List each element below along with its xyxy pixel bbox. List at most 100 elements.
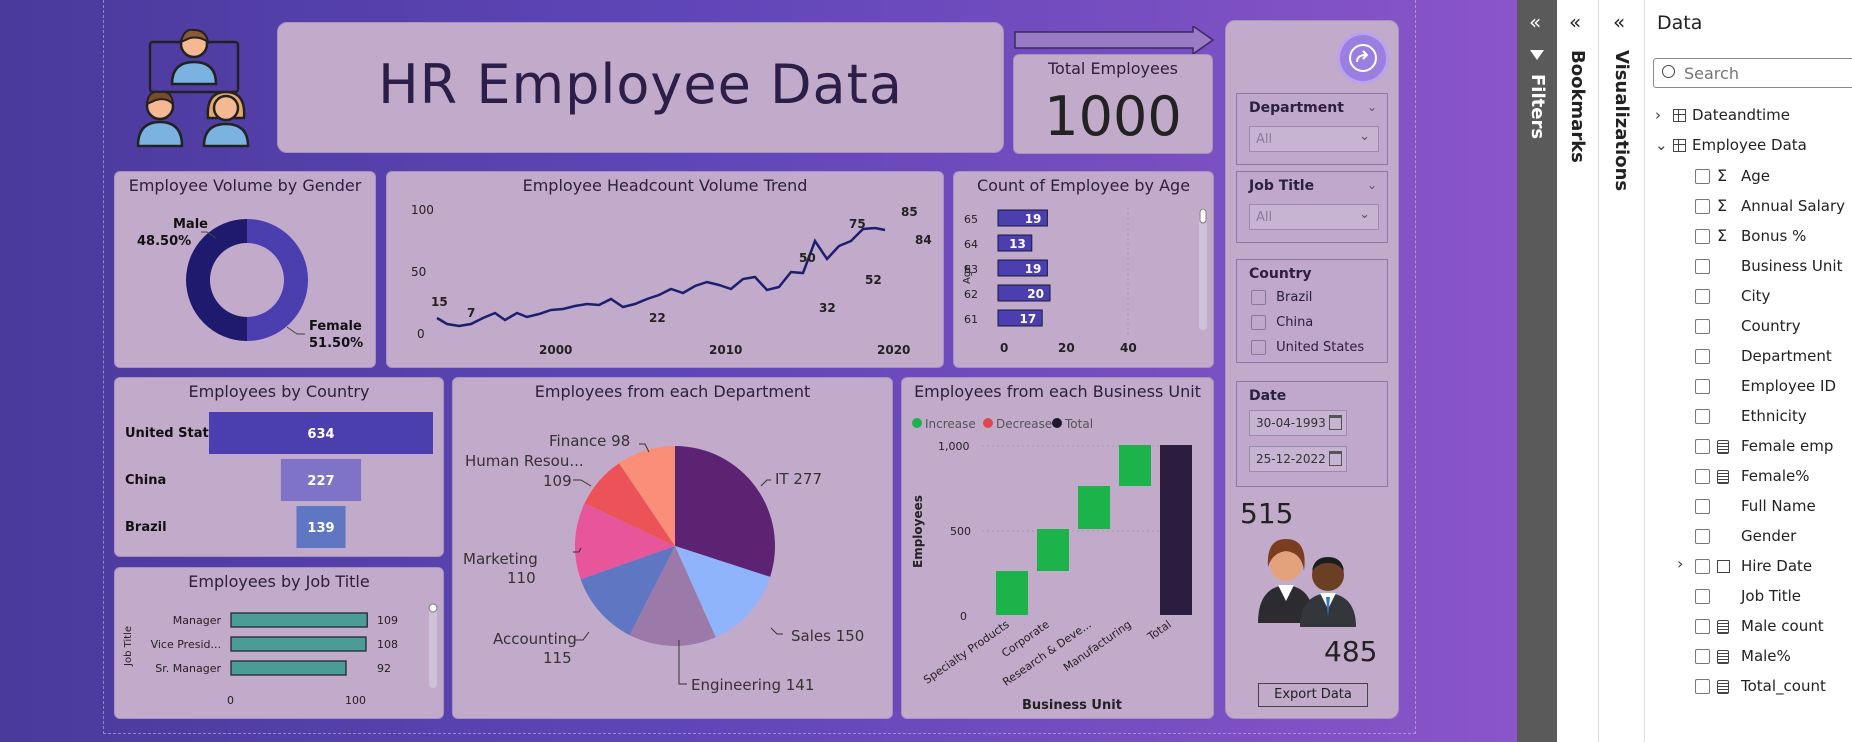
field-item[interactable]: Male% <box>1645 646 1852 670</box>
pie-slice-finance[interactable] <box>619 446 675 546</box>
date-slicer[interactable]: Date 30-04-1993 25-12-2022 <box>1236 381 1388 487</box>
age-bar[interactable] <box>997 309 1043 327</box>
collapse-icon[interactable]: « <box>1569 10 1582 34</box>
field-item[interactable]: Country <box>1645 316 1852 340</box>
country-option-china[interactable]: China <box>1251 315 1313 330</box>
checkbox[interactable] <box>1695 229 1710 244</box>
bookmarks-label[interactable]: Bookmarks <box>1567 50 1588 163</box>
department-chart-card[interactable]: Employees from each Department Finance 9… <box>452 377 893 719</box>
visualizations-label[interactable]: Visualizations <box>1611 50 1632 192</box>
checkbox[interactable] <box>1251 315 1266 330</box>
export-data-button[interactable]: Export Data <box>1258 683 1368 707</box>
job-title-bar[interactable] <box>230 636 367 652</box>
headcount-trend-card[interactable]: Employee Headcount Volume Trend 100 50 0… <box>386 171 944 368</box>
age-chart-card[interactable]: Count of Employee by Age Age 0 20 40 65 1… <box>953 171 1214 368</box>
age-bar[interactable] <box>997 209 1048 227</box>
country-bar[interactable] <box>209 412 433 454</box>
chevron-right-icon[interactable]: › <box>1655 106 1661 124</box>
field-item[interactable]: Full Name <box>1645 496 1852 520</box>
job-title-dropdown[interactable]: All ⌄ <box>1249 204 1379 230</box>
field-item[interactable]: Gender <box>1645 526 1852 550</box>
checkbox[interactable] <box>1251 340 1266 355</box>
pie-slice-it[interactable] <box>675 446 775 577</box>
bar-manufacturing[interactable] <box>1119 445 1151 486</box>
chevron-right-icon[interactable]: › <box>1677 554 1684 573</box>
navigate-button[interactable] <box>1340 35 1386 81</box>
pie-slice-accounting[interactable] <box>580 546 675 636</box>
checkbox[interactable] <box>1695 619 1710 634</box>
field-item[interactable]: › Hire Date <box>1645 554 1852 580</box>
checkbox[interactable] <box>1695 409 1710 424</box>
search-input[interactable] <box>1682 63 1846 84</box>
age-scrollbar-thumb[interactable] <box>1199 208 1207 224</box>
checkbox[interactable] <box>1695 199 1710 214</box>
job-scrollbar-thumb[interactable] <box>428 603 438 613</box>
gender-chart-card[interactable]: Employee Volume by Gender Male 48.50% Fe… <box>114 171 376 368</box>
donut-slice-female[interactable] <box>247 219 309 341</box>
checkbox[interactable] <box>1695 529 1710 544</box>
job-title-bar[interactable] <box>230 660 347 676</box>
country-option-brazil[interactable]: Brazil <box>1251 290 1312 305</box>
checkbox[interactable] <box>1695 169 1710 184</box>
department-dropdown[interactable]: All ⌄ <box>1249 126 1379 152</box>
country-slicer[interactable]: Country Brazil China United States <box>1236 259 1388 363</box>
field-item[interactable]: Σ Bonus % <box>1645 226 1852 250</box>
date-start-input[interactable]: 30-04-1993 <box>1249 410 1347 436</box>
checkbox[interactable] <box>1695 469 1710 484</box>
collapse-icon[interactable]: « <box>1613 10 1626 34</box>
calendar-icon[interactable] <box>1329 451 1342 466</box>
business-unit-chart-card[interactable]: Employees from each Business Unit Increa… <box>901 377 1214 719</box>
age-scrollbar[interactable] <box>1199 208 1207 330</box>
legend-decrease-label[interactable]: Decrease <box>996 417 1052 431</box>
filters-label[interactable]: Filters <box>1527 74 1548 140</box>
country-bar[interactable] <box>280 459 362 501</box>
date-end-input[interactable]: 25-12-2022 <box>1249 446 1347 472</box>
age-bar[interactable] <box>997 284 1051 302</box>
bar-research-development[interactable] <box>1078 486 1110 529</box>
job-scrollbar[interactable] <box>429 604 437 688</box>
collapse-icon[interactable]: « <box>1529 10 1542 34</box>
checkbox[interactable] <box>1251 290 1266 305</box>
legend-total-label[interactable]: Total <box>1064 417 1093 431</box>
country-chart-card[interactable]: Employees by Country United States 634 Chi… <box>114 377 444 557</box>
country-option-united-states[interactable]: United States <box>1251 340 1364 355</box>
headcount-line[interactable] <box>436 226 886 328</box>
field-item[interactable]: Job Title <box>1645 586 1852 610</box>
age-bar[interactable] <box>997 259 1048 277</box>
visualizations-pane[interactable]: « Visualizations <box>1599 0 1645 742</box>
checkbox[interactable] <box>1695 679 1710 694</box>
age-bar[interactable] <box>997 234 1033 252</box>
field-item[interactable]: Σ Age <box>1645 166 1852 190</box>
search-box[interactable] <box>1653 58 1852 88</box>
pie-slice-engineering[interactable] <box>629 546 716 646</box>
field-item[interactable]: Σ Annual Salary <box>1645 196 1852 220</box>
department-slicer[interactable]: Department ⌄ All ⌄ <box>1236 93 1388 165</box>
pie-slice-sales[interactable] <box>675 546 771 638</box>
checkbox[interactable] <box>1695 439 1710 454</box>
checkbox[interactable] <box>1695 499 1710 514</box>
chevron-down-icon[interactable]: ⌄ <box>1366 100 1377 114</box>
bar-total[interactable] <box>1160 445 1192 615</box>
checkbox[interactable] <box>1695 379 1710 394</box>
table-item[interactable]: ⌄ Employee Data <box>1655 136 1807 154</box>
field-item[interactable]: City <box>1645 286 1852 310</box>
job-title-slicer[interactable]: Job Title ⌄ All ⌄ <box>1236 171 1388 243</box>
job-title-bar[interactable] <box>230 612 368 628</box>
field-item[interactable]: Total_count <box>1645 676 1852 700</box>
checkbox[interactable] <box>1695 319 1710 334</box>
field-item[interactable]: Male count <box>1645 616 1852 640</box>
checkbox[interactable] <box>1695 559 1710 574</box>
job-title-chart-card[interactable]: Employees by Job Title Job Title 0 100 M… <box>114 567 444 719</box>
donut-slice-male[interactable] <box>186 219 247 341</box>
filters-pane[interactable]: « Filters <box>1517 0 1557 742</box>
field-item[interactable]: Department <box>1645 346 1852 370</box>
bar-corporate[interactable] <box>1037 529 1069 571</box>
bookmarks-pane[interactable]: « Bookmarks <box>1557 0 1599 742</box>
chevron-down-icon[interactable]: ⌄ <box>1366 178 1377 192</box>
checkbox[interactable] <box>1695 589 1710 604</box>
chevron-down-icon[interactable]: ⌄ <box>1655 136 1668 154</box>
checkbox[interactable] <box>1695 289 1710 304</box>
pie-slice-marketing[interactable] <box>574 503 675 580</box>
table-item[interactable]: › Dateandtime <box>1655 106 1790 124</box>
bar-specialty-products[interactable] <box>996 571 1028 615</box>
